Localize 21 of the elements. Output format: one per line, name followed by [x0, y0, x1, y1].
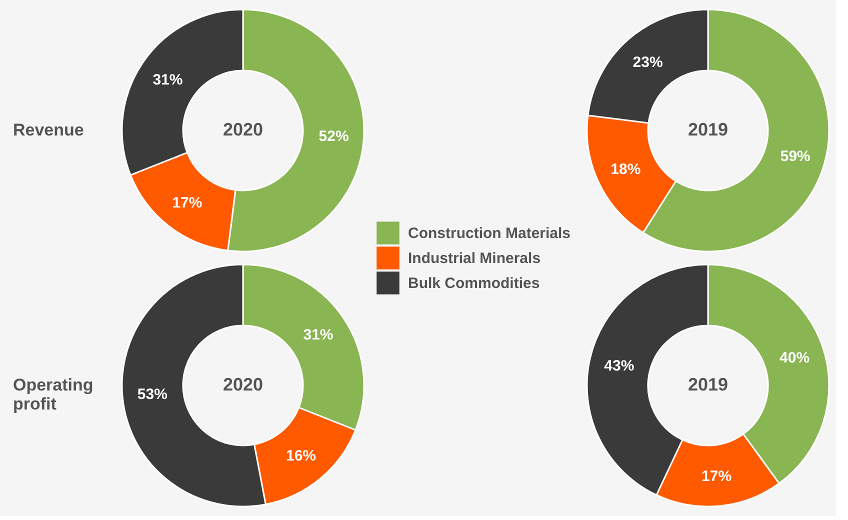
data-label: 17%	[702, 468, 732, 486]
slice-label: 2019	[688, 374, 728, 394]
data-label: 17%	[172, 194, 202, 212]
data-label: 31%	[152, 71, 183, 88]
data-label: 59%	[780, 148, 810, 165]
text: Operating profit	[13, 376, 94, 414]
data-label: 16%	[286, 448, 316, 465]
slice-label: 2020	[222, 374, 264, 394]
legend-label: Bulk Commodities	[408, 275, 540, 292]
slice-label: 2019	[688, 120, 728, 140]
data-label: 52%	[318, 128, 349, 146]
data-label: 53%	[137, 386, 168, 404]
data-label: 43%	[604, 358, 634, 375]
slice-label: 2020	[222, 120, 264, 140]
legend-label: Construction Materials	[408, 225, 571, 242]
text: Revenue	[13, 120, 84, 140]
data-label: 18%	[610, 161, 641, 178]
data-label: 23%	[632, 54, 663, 72]
data-label: 40%	[780, 349, 810, 366]
legend-label: Industrial Minerals	[408, 250, 541, 267]
data-label: 31%	[303, 326, 334, 344]
